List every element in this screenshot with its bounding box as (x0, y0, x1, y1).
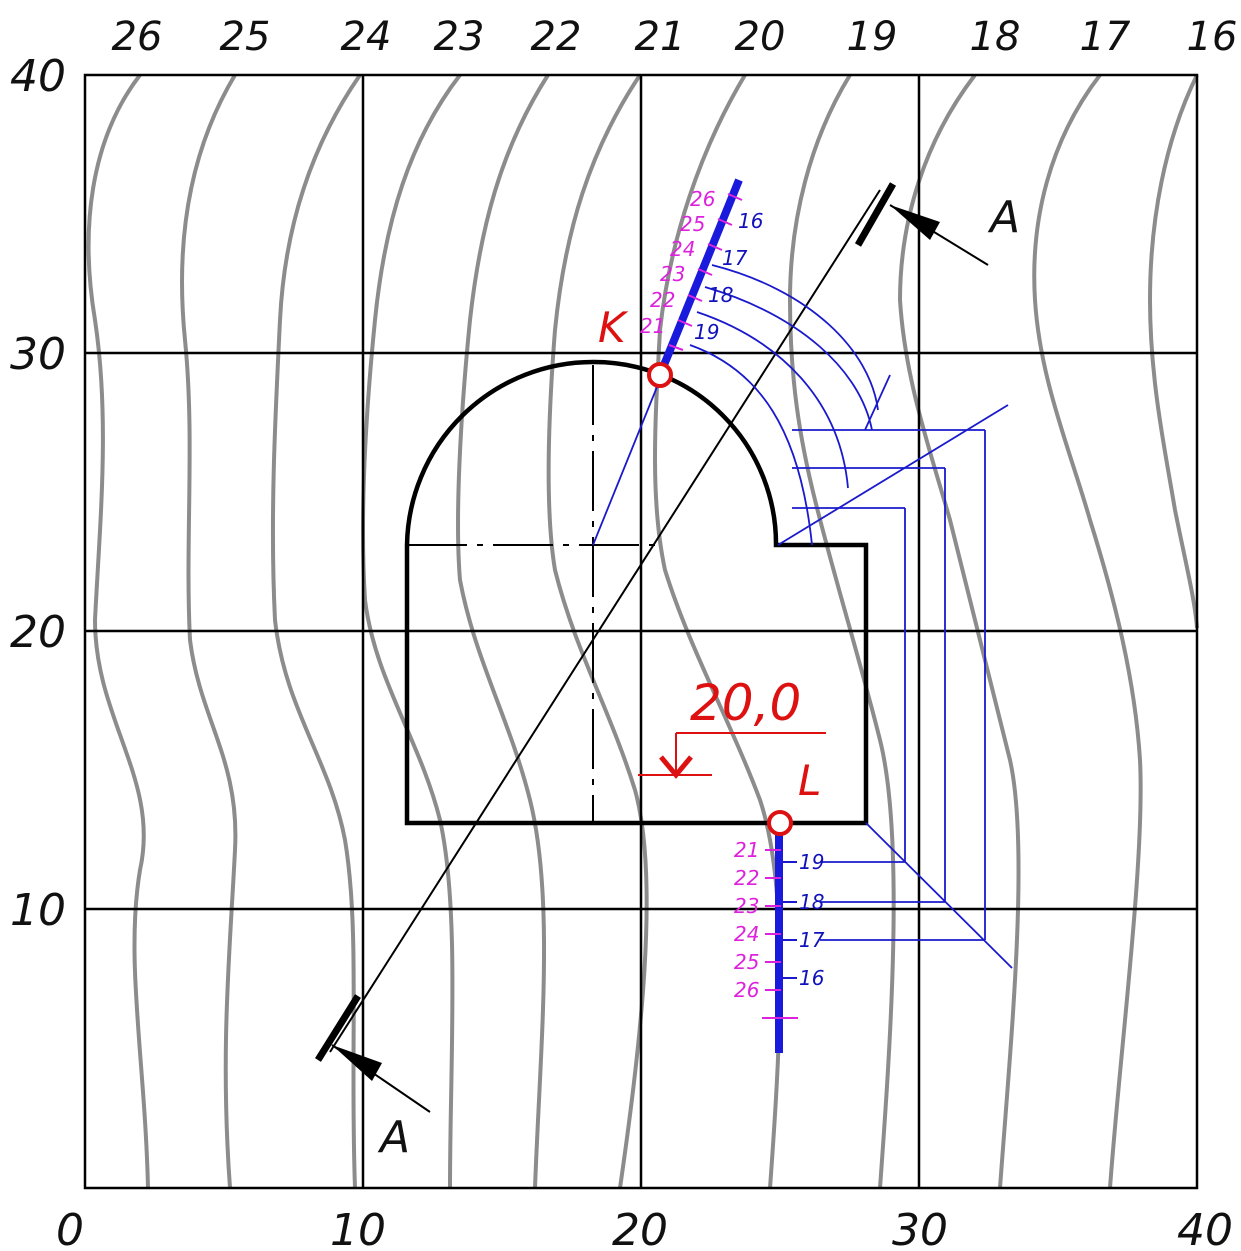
plan-outline-path (404, 359, 869, 826)
contour-label: 17 (1080, 14, 1131, 60)
scale-mark-left: 26 (690, 187, 715, 211)
contour-line-19 (787, 73, 896, 1189)
scale-mark-left: 24 (734, 922, 759, 946)
scale-mark-right: 18 (799, 890, 824, 914)
contour-line-21 (546, 73, 649, 1189)
scale-mark-right: 17 (722, 246, 748, 270)
x-axis-label: 0 (56, 1205, 84, 1251)
section-label-top: A (987, 192, 1020, 243)
point-markers: K L (598, 303, 821, 836)
contour-lines (86, 73, 1199, 1189)
elevation-mark-value: 20,0 (690, 674, 801, 732)
x-axis-label: 20 (612, 1205, 668, 1251)
scale-tick (687, 294, 703, 302)
contour-labels: 26 25 24 23 22 21 20 19 18 17 16 (112, 14, 1238, 60)
contour-label: 26 (112, 14, 163, 60)
slope-line-lower (865, 822, 1013, 969)
point-k-label: K (598, 303, 629, 352)
scale-mark-right: 17 (799, 928, 825, 952)
scale-mark-right: 19 (799, 850, 824, 874)
section-arrow-icon (332, 1045, 382, 1081)
scale-bar-k-line (658, 178, 743, 372)
contour-label: 23 (434, 14, 485, 60)
scale-tick (727, 193, 743, 201)
contour-line-22 (456, 73, 550, 1189)
contour-line-23 (361, 73, 462, 1189)
contour-label: 25 (220, 14, 271, 60)
y-axis-label: 10 (10, 885, 66, 936)
construction-arc (711, 264, 879, 411)
scale-bar-k: 26 25 24 23 22 21 16 17 18 19 (640, 178, 763, 372)
axis-labels: 0 10 20 30 40 10 20 30 40 (10, 51, 1233, 1251)
contour-label: 18 (970, 14, 1021, 60)
contour-line-18 (897, 73, 1021, 1189)
section-end-bottom (315, 994, 361, 1062)
construction-lines (592, 181, 1013, 969)
construction-arc (704, 286, 873, 431)
scale-mark-left: 23 (734, 894, 759, 918)
scale-bar-l: 21 22 23 24 25 26 19 18 17 16 (734, 833, 825, 1053)
section-end-top (854, 182, 897, 247)
scale-mark-left: 26 (734, 978, 759, 1002)
scale-mark-left: 21 (734, 838, 759, 862)
y-axis-label: 20 (10, 607, 66, 658)
section-arrow-icon (890, 205, 940, 240)
scale-mark-left: 23 (660, 262, 685, 286)
contour-line-16 (1147, 74, 1199, 629)
plan-outline (404, 359, 869, 826)
scale-tick (677, 319, 693, 327)
slope-line (777, 404, 1009, 546)
scale-mark-left: 25 (734, 950, 759, 974)
construction-arc (696, 311, 849, 489)
x-axis-label: 30 (892, 1205, 948, 1251)
section-label-bottom: A (377, 1112, 410, 1163)
scale-mark-left: 25 (680, 212, 705, 236)
contour-label: 20 (735, 14, 786, 60)
point-l-marker-icon (767, 810, 793, 836)
contour-line-24 (270, 73, 362, 1189)
scale-tick (707, 243, 723, 251)
scale-tick (697, 268, 713, 276)
contour-label: 21 (635, 14, 686, 60)
scale-tick (717, 218, 733, 226)
scale-mark-right: 16 (738, 209, 763, 233)
contour-line-25 (180, 73, 238, 1189)
grid (83, 73, 1199, 1190)
scale-mark-left: 22 (650, 288, 675, 312)
scale-mark-right: 16 (799, 966, 824, 990)
elevation-mark-arrow-icon (659, 755, 693, 779)
construction-arc (689, 344, 813, 546)
contour-label: 22 (531, 14, 582, 60)
contour-label: 24 (341, 14, 392, 60)
scale-tick (668, 344, 684, 351)
y-axis-label: 40 (10, 51, 66, 102)
point-l-label: L (798, 756, 821, 805)
x-axis-label: 40 (1177, 1205, 1233, 1251)
contour-line-17 (1032, 73, 1143, 1189)
point-k-marker-icon (647, 362, 673, 388)
scale-mark-left: 21 (640, 314, 665, 338)
x-axis-label: 10 (330, 1205, 386, 1251)
y-axis-label: 30 (10, 329, 66, 380)
slope-line-curved (864, 374, 891, 431)
section-line: A A (315, 182, 1020, 1163)
center-lines (407, 365, 660, 823)
contour-label: 16 (1187, 14, 1238, 60)
scale-mark-right: 18 (708, 283, 733, 307)
scale-mark-right: 19 (694, 320, 719, 344)
scale-mark-left: 22 (734, 866, 759, 890)
contour-label: 19 (847, 14, 898, 60)
section-cut-line (329, 189, 881, 1053)
contour-line-26 (86, 73, 150, 1189)
elevation-mark: 20,0 (638, 674, 826, 779)
scale-mark-left: 24 (670, 237, 695, 261)
